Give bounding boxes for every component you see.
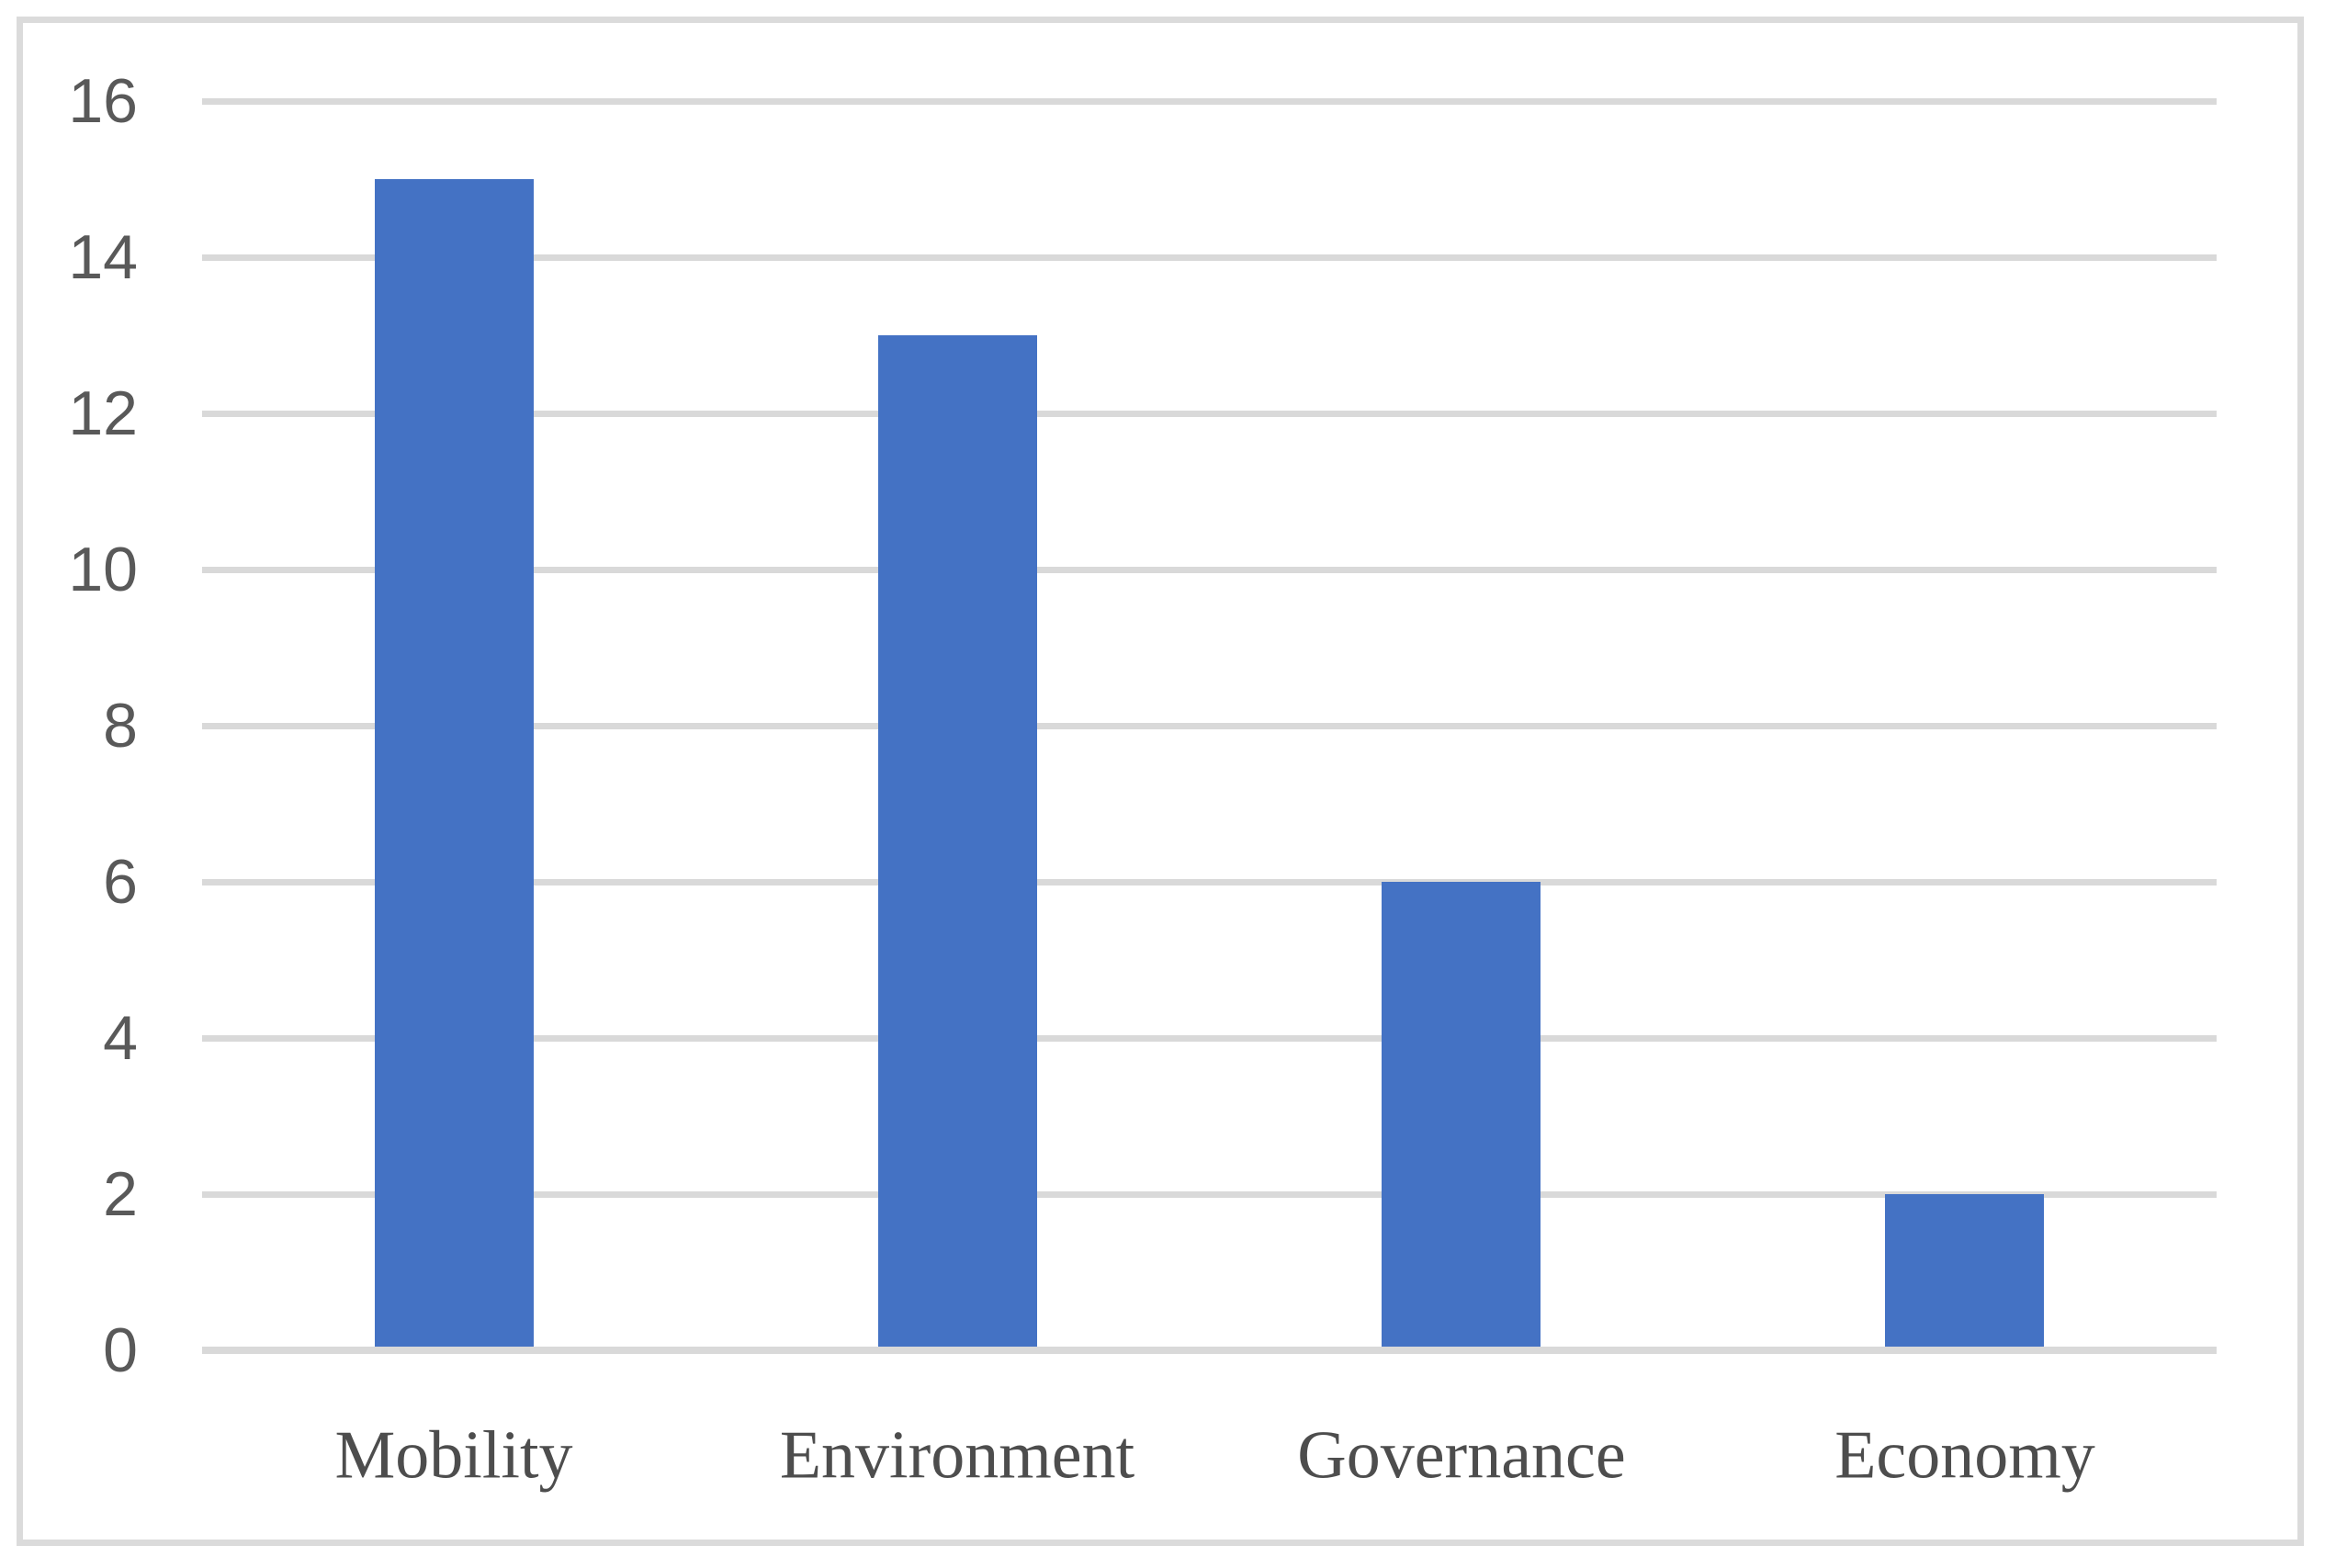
x-category-label-environment: Environment xyxy=(779,1417,1135,1494)
y-tick-label-8: 8 xyxy=(103,691,138,761)
x-category-label-mobility: Mobility xyxy=(334,1417,573,1494)
y-tick-label-4: 4 xyxy=(103,1003,138,1073)
bar-economy xyxy=(1885,1194,2044,1350)
x-category-label-governance: Governance xyxy=(1297,1417,1626,1494)
x-category-label-economy: Economy xyxy=(1834,1417,2095,1494)
gridline-8 xyxy=(202,723,2217,729)
gridline-14 xyxy=(202,254,2217,261)
y-tick-label-14: 14 xyxy=(68,222,138,292)
bar-environment xyxy=(878,335,1037,1350)
gridline-10 xyxy=(202,567,2217,573)
bar-mobility xyxy=(375,179,534,1350)
y-tick-label-6: 6 xyxy=(103,847,138,917)
y-tick-label-16: 16 xyxy=(68,66,138,136)
gridline-16 xyxy=(202,98,2217,105)
gridline-6 xyxy=(202,879,2217,886)
bar-governance xyxy=(1382,882,1541,1350)
gridline-4 xyxy=(202,1035,2217,1042)
y-tick-label-0: 0 xyxy=(103,1315,138,1385)
y-tick-label-10: 10 xyxy=(68,535,138,604)
y-tick-label-2: 2 xyxy=(103,1159,138,1229)
x-axis-line xyxy=(202,1347,2217,1354)
y-tick-label-12: 12 xyxy=(68,378,138,448)
gridline-2 xyxy=(202,1191,2217,1198)
gridline-12 xyxy=(202,411,2217,417)
